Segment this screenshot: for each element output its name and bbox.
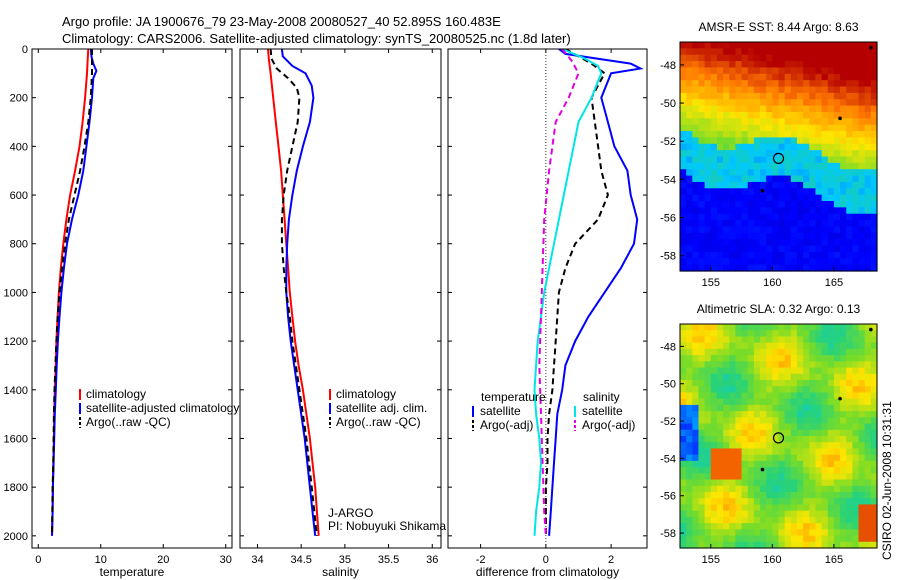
- x-axis-label: salinity: [322, 565, 359, 579]
- y-tick-label: -58: [660, 251, 676, 263]
- series-climatology: [267, 49, 320, 536]
- legend-entry: climatology: [336, 387, 396, 401]
- series-temperature-satellite: [548, 49, 644, 536]
- x-tick-label: 155: [702, 554, 720, 566]
- pi-label: PI: Nobuyuki Shikama: [328, 519, 446, 533]
- x-tick-label: 160: [763, 277, 781, 289]
- x-tick-label: 36: [426, 554, 438, 566]
- island-marker: [869, 45, 873, 50]
- series-temperature-argo-adj-: [544, 49, 609, 536]
- island-marker: [838, 116, 842, 121]
- x-tick-label: 35.5: [378, 554, 399, 566]
- map-sst_map: AMSR-E SST: 8.44 Argo: 8.63 155 160 165 -48 -…: [660, 20, 878, 289]
- y-tick-label: 2000: [4, 531, 28, 543]
- y-tick-label: 1800: [4, 482, 28, 494]
- axes-frame: [447, 48, 648, 549]
- legend-title: salinity: [583, 390, 620, 404]
- y-tick-label: 400: [10, 141, 28, 153]
- legend-title: temperature: [481, 390, 546, 404]
- x-tick-label: 30: [220, 554, 232, 566]
- x-tick-label: 2: [608, 554, 614, 566]
- x-axis-label: difference from climatology: [476, 565, 619, 579]
- legend-entry: Argo(..raw -QC): [86, 415, 171, 429]
- x-tick-label: 0: [35, 554, 41, 566]
- x-tick-label: 10: [95, 554, 107, 566]
- map-raster: [680, 324, 878, 549]
- x-tick-label: 35: [339, 554, 351, 566]
- axes-frame: [239, 48, 442, 549]
- y-tick-label: 0: [22, 44, 28, 56]
- series-climatology: [51, 49, 90, 536]
- y-tick-label: 1600: [4, 433, 28, 445]
- argo-position-marker: [772, 432, 785, 444]
- header-line-2: Climatology: CARS2006. Satellite-adjuste…: [62, 31, 571, 46]
- y-tick-label: -54: [660, 174, 676, 186]
- x-tick-label: -2: [476, 554, 486, 566]
- x-tick-label: 160: [763, 554, 781, 566]
- y-tick-label: 600: [10, 190, 28, 202]
- timestamp-label: CSIRO 02-Jun-2008 10:31:31: [880, 401, 894, 560]
- y-tick-label: -48: [660, 60, 676, 72]
- series-satellite-adj-clim-: [280, 49, 317, 536]
- header-line-1: Argo profile: JA 1900676_79 23-May-2008 …: [62, 14, 501, 29]
- x-tick-label: 155: [702, 277, 720, 289]
- map-frame: [679, 323, 878, 549]
- map-title: AMSR-E SST: 8.44 Argo: 8.63: [698, 20, 858, 34]
- panel-salinity: 34 34.5 35 35.5 36 salinity climatologysatelli…: [239, 48, 442, 579]
- legend-entry: satellite adj. clim.: [336, 401, 427, 415]
- map-raster: [680, 42, 878, 272]
- legend-entry: satellite-adjusted climatology: [86, 401, 239, 415]
- y-tick-label: -50: [660, 379, 676, 391]
- profile-panels: 0 10 20 30020040060080010001200140016001800…: [4, 44, 648, 579]
- axes-frame: [31, 48, 233, 549]
- map-sla_map: Altimetric SLA: 0.32 Argo: 0.13 155 160 165…: [660, 302, 878, 566]
- island-marker: [838, 396, 842, 401]
- x-axis-label: temperature: [100, 565, 165, 579]
- x-tick-label: 165: [825, 277, 843, 289]
- y-tick-label: -52: [660, 136, 676, 148]
- map-frame: [679, 41, 878, 272]
- series-satellite-adjusted-climatology: [51, 49, 98, 536]
- series-group: [533, 49, 644, 536]
- series-group: [267, 49, 320, 536]
- legend-entry: satellite: [480, 404, 521, 418]
- y-tick-label: -50: [660, 98, 676, 110]
- legend-entry: Argo(..raw -QC): [336, 415, 421, 429]
- y-tick-label: -48: [660, 341, 676, 353]
- legend-entry: Argo(-adj): [582, 418, 635, 432]
- island-marker: [869, 327, 873, 332]
- y-tick-label: 1000: [4, 287, 28, 299]
- series-argo-raw-qc-: [51, 49, 93, 536]
- legend-entry: satellite: [582, 404, 623, 418]
- x-tick-label: 165: [825, 554, 843, 566]
- y-tick-label: -56: [660, 213, 676, 225]
- y-tick-label: -56: [660, 491, 676, 503]
- panel-temperature: 0 10 20 30 0 200 400 600 800 1000 1200 1400 1600 1800…: [4, 44, 240, 579]
- series-salinity-argo-adj-: [538, 49, 580, 536]
- y-tick-label: -52: [660, 416, 676, 428]
- series-salinity-satellite: [533, 49, 603, 536]
- map-title: Altimetric SLA: 0.32 Argo: 0.13: [697, 302, 861, 316]
- legend-entry: climatology: [86, 387, 146, 401]
- legend-entry: Argo(-adj): [480, 418, 533, 432]
- x-tick-label: 20: [157, 554, 169, 566]
- y-tick-label: 200: [10, 93, 28, 105]
- map-panels: AMSR-E SST: 8.44 Argo: 8.63 155 160 165 -48 -…: [660, 20, 878, 566]
- y-tick-label: 1400: [4, 385, 28, 397]
- y-tick-label: 800: [10, 239, 28, 251]
- island-marker: [760, 189, 765, 193]
- x-tick-label: 34: [251, 554, 263, 566]
- jargo-label: J-ARGO: [328, 506, 373, 520]
- y-tick-label: -58: [660, 528, 676, 540]
- y-tick-label: -54: [660, 453, 676, 465]
- x-tick-label: 0: [543, 554, 549, 566]
- y-tick-label: 1200: [4, 336, 28, 348]
- island-marker: [760, 467, 765, 472]
- series-group: [51, 49, 98, 536]
- x-tick-label: 34.5: [290, 554, 311, 566]
- argo-position-marker: [772, 152, 785, 165]
